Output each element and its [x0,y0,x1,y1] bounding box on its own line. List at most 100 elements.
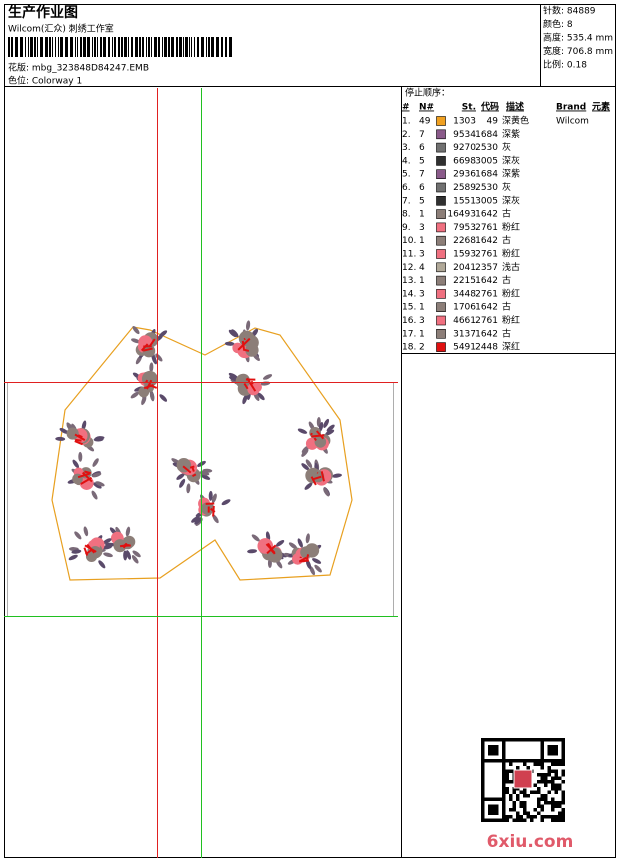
qr-cell [481,804,485,808]
qr-cell [491,797,495,801]
qr-cell [554,752,558,756]
color-swatch [436,116,446,126]
qr-cell [502,776,506,780]
qr-cell [526,815,530,819]
qr-cell [547,759,551,763]
stat: 针数: 84889 [543,5,596,17]
leaf [123,550,128,561]
column-header: 代码 [480,101,499,113]
leaf [194,517,203,525]
bar-line [154,37,157,57]
leaf [200,474,211,480]
stitch [77,472,90,479]
qr-cell [561,741,565,745]
qr-cell [540,759,544,763]
qr-cell [502,773,506,777]
stitch [305,554,310,560]
cell-needle: 1 [419,329,425,339]
qr-cell [540,818,544,822]
leaf [305,533,310,544]
qr-cell [495,797,499,801]
color-swatch [436,169,446,179]
stitch [310,476,317,486]
qr-cell [537,759,541,763]
qr-cell [502,769,506,773]
qr-cell [484,759,488,763]
qr-cell [502,801,506,805]
qr-cell [551,804,555,808]
cell-needle: 49 [419,117,431,127]
qr-cell [519,801,523,805]
bar-line [179,37,182,57]
qr-cell [519,790,523,794]
cell-index: 8. [402,210,411,220]
cell-description: 浅古 [502,261,520,273]
color-swatch [436,129,446,140]
bar-line [229,37,232,57]
column-header: N# [419,103,434,113]
qr-cell [502,741,506,745]
qr-cell [547,780,551,784]
qr-cell [509,815,513,819]
leaf [91,472,102,478]
qr-cell [554,776,558,780]
cell-code: 2357 [475,263,498,273]
qr-cell [502,815,506,819]
cell-stitches: 5491 [453,343,476,353]
petal [314,436,327,448]
cell-index: 10. [402,236,416,246]
qr-cell [544,797,548,801]
cell-code: 3005 [475,196,498,206]
leaf [288,542,298,550]
qr-cell [547,738,551,742]
leaf [304,482,313,490]
qr-cell [512,759,516,763]
qr-cell [540,741,544,745]
bar-line [8,37,10,57]
leaf [221,499,231,506]
qr-cell [540,808,544,812]
bar-line [124,37,127,57]
cell-stitches: 3137 [453,329,476,339]
qr-cell [481,811,485,815]
page-border [4,4,616,858]
qr-cell [495,818,499,822]
qr-cell [561,818,565,822]
qr-cell [495,808,499,812]
cell-index: 13. [402,276,416,286]
qr-cell [544,801,548,805]
qr-cell [481,759,485,763]
qr-cell [481,780,485,784]
qr-cell [537,780,541,784]
cell-description: 深紫 [502,129,520,140]
leaf [59,428,69,434]
cell-needle: 1 [419,236,425,246]
cell-index: 1. [402,117,411,127]
cell-description: 深灰 [502,194,520,206]
qr-cell [551,787,555,791]
qr-cell [491,738,495,742]
leaf [305,559,312,570]
qr-cell [561,745,565,749]
bar-line [168,37,170,57]
qr-cell [523,790,527,794]
qr-cell [491,804,495,808]
bar-line [221,37,223,57]
qr-cell [519,804,523,808]
qr-cell [505,790,509,794]
qr-cell [547,790,551,794]
stitch [75,438,82,442]
qr-cell [540,755,544,759]
qr-cell [509,780,513,784]
qr-cell [547,815,551,819]
petal [257,538,274,554]
leaf [149,362,154,373]
bar-line [211,37,214,57]
cell-code: 1642 [475,276,498,286]
leaf [176,473,185,480]
qr-cell [544,815,548,819]
bar-line [65,37,68,57]
cell-stitches: 2268 [453,236,476,246]
qr-cell [554,801,558,805]
qr-cell [502,790,506,794]
